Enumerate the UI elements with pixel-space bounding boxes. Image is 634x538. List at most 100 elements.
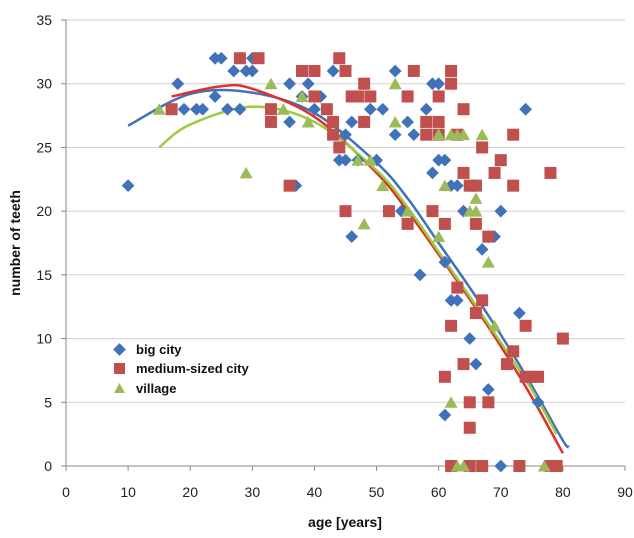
point-big-city-23	[339, 128, 352, 142]
point-big-city-15	[283, 115, 296, 129]
point-village-21	[457, 128, 471, 141]
point-village-2	[264, 77, 278, 90]
point-medium-sized-city-29	[432, 115, 445, 128]
y-tick-label-25: 25	[36, 139, 52, 155]
point-medium-sized-city-20	[364, 90, 377, 103]
point-big-city-0	[121, 179, 135, 193]
point-medium-sized-city-56	[500, 358, 513, 371]
point-village-25	[475, 128, 489, 141]
point-medium-sized-city-14	[339, 64, 352, 77]
point-big-city-37	[401, 115, 414, 129]
point-medium-sized-city-68	[556, 332, 569, 345]
x-tick-labels: 0 10 20 30 40 50 60 70 80 90	[62, 466, 633, 500]
point-village-7	[357, 217, 371, 230]
point-medium-sized-city-31	[438, 217, 451, 230]
point-medium-sized-city-34	[445, 77, 458, 90]
point-medium-sized-city-39	[457, 103, 470, 116]
point-big-city-10	[233, 102, 247, 116]
x-tick-label-70: 70	[493, 484, 509, 500]
point-village-5	[301, 115, 315, 128]
point-big-city-38	[407, 128, 421, 142]
point-medium-sized-city-13	[333, 141, 346, 154]
legend-marker-medium-sized-city	[114, 363, 125, 374]
legend-marker-big-city	[113, 343, 126, 356]
point-medium-sized-city-1	[233, 52, 246, 65]
point-big-city-41	[426, 166, 439, 180]
point-medium-sized-city-18	[358, 77, 371, 90]
point-medium-sized-city-51	[476, 141, 489, 154]
y-tick-label-30: 30	[36, 76, 52, 92]
point-big-city-4	[196, 102, 210, 116]
point-big-city-12	[245, 64, 259, 78]
point-medium-sized-city-0	[165, 103, 178, 116]
x-tick-label-90: 90	[617, 484, 633, 500]
point-medium-sized-city-65	[544, 166, 557, 179]
point-big-city-14	[283, 77, 296, 91]
y-tick-label-10: 10	[36, 331, 52, 347]
x-tick-label-20: 20	[182, 484, 198, 500]
point-medium-sized-city-2	[252, 52, 265, 65]
point-big-city-25	[345, 115, 359, 129]
point-big-city-32	[376, 102, 390, 116]
trendline-big-city	[127, 88, 571, 449]
point-medium-sized-city-21	[382, 205, 395, 218]
x-tick-label-10: 10	[120, 484, 136, 500]
point-big-city-24	[339, 153, 352, 167]
point-big-city-63	[513, 306, 526, 320]
x-tick-label-30: 30	[245, 484, 261, 500]
point-medium-sized-city-27	[426, 205, 439, 218]
point-medium-sized-city-26	[420, 115, 433, 128]
trendlines	[127, 83, 571, 454]
axes	[65, 20, 625, 467]
point-village-28	[537, 460, 551, 472]
point-medium-sized-city-43	[463, 396, 476, 409]
point-medium-sized-city-60	[513, 460, 526, 472]
x-tick-label-50: 50	[369, 484, 385, 500]
point-medium-sized-city-35	[445, 319, 458, 332]
x-axis-title: age [years]	[308, 514, 382, 530]
point-village-23	[469, 205, 483, 217]
point-medium-sized-city-37	[451, 281, 464, 294]
data-points	[121, 51, 570, 473]
point-village-16	[444, 396, 458, 408]
point-big-city-7	[214, 51, 228, 65]
point-medium-sized-city-25	[420, 128, 433, 141]
point-medium-sized-city-59	[507, 128, 520, 141]
point-big-city-21	[326, 64, 340, 78]
legend-marker-village	[114, 383, 125, 393]
point-village-15	[438, 179, 452, 192]
point-big-city-34	[388, 128, 402, 142]
point-big-city-45	[438, 153, 452, 167]
x-tick-label-40: 40	[307, 484, 323, 500]
point-big-city-30	[363, 102, 377, 116]
y-tick-labels: 0 5 10 15 20 25 30 35	[36, 12, 66, 474]
point-medium-sized-city-49	[476, 294, 489, 307]
point-big-city-2	[177, 102, 191, 116]
point-medium-sized-city-64	[532, 370, 545, 383]
legend-label-big-city: big city	[136, 342, 182, 357]
point-medium-sized-city-40	[457, 166, 470, 179]
point-big-city-58	[481, 383, 495, 396]
point-village-24	[469, 192, 483, 204]
point-medium-sized-city-46	[469, 307, 482, 320]
point-medium-sized-city-42	[463, 421, 476, 434]
point-medium-sized-city-33	[445, 64, 458, 77]
point-village-14	[432, 230, 446, 243]
point-medium-sized-city-24	[407, 64, 420, 77]
y-tick-label-0: 0	[44, 458, 52, 474]
point-big-city-19	[308, 102, 321, 116]
y-tick-label-15: 15	[36, 267, 52, 283]
point-medium-sized-city-10	[327, 115, 340, 128]
point-big-city-57	[475, 243, 489, 256]
point-medium-sized-city-32	[438, 370, 451, 383]
point-big-city-5	[208, 90, 222, 103]
point-medium-sized-city-50	[476, 460, 489, 472]
point-big-city-50	[450, 179, 464, 193]
point-medium-sized-city-53	[482, 230, 495, 243]
point-big-city-1	[171, 77, 185, 91]
point-big-city-62	[494, 459, 508, 473]
point-medium-sized-city-54	[488, 166, 501, 179]
point-medium-sized-city-3	[264, 103, 277, 116]
point-medium-sized-city-62	[519, 319, 532, 332]
